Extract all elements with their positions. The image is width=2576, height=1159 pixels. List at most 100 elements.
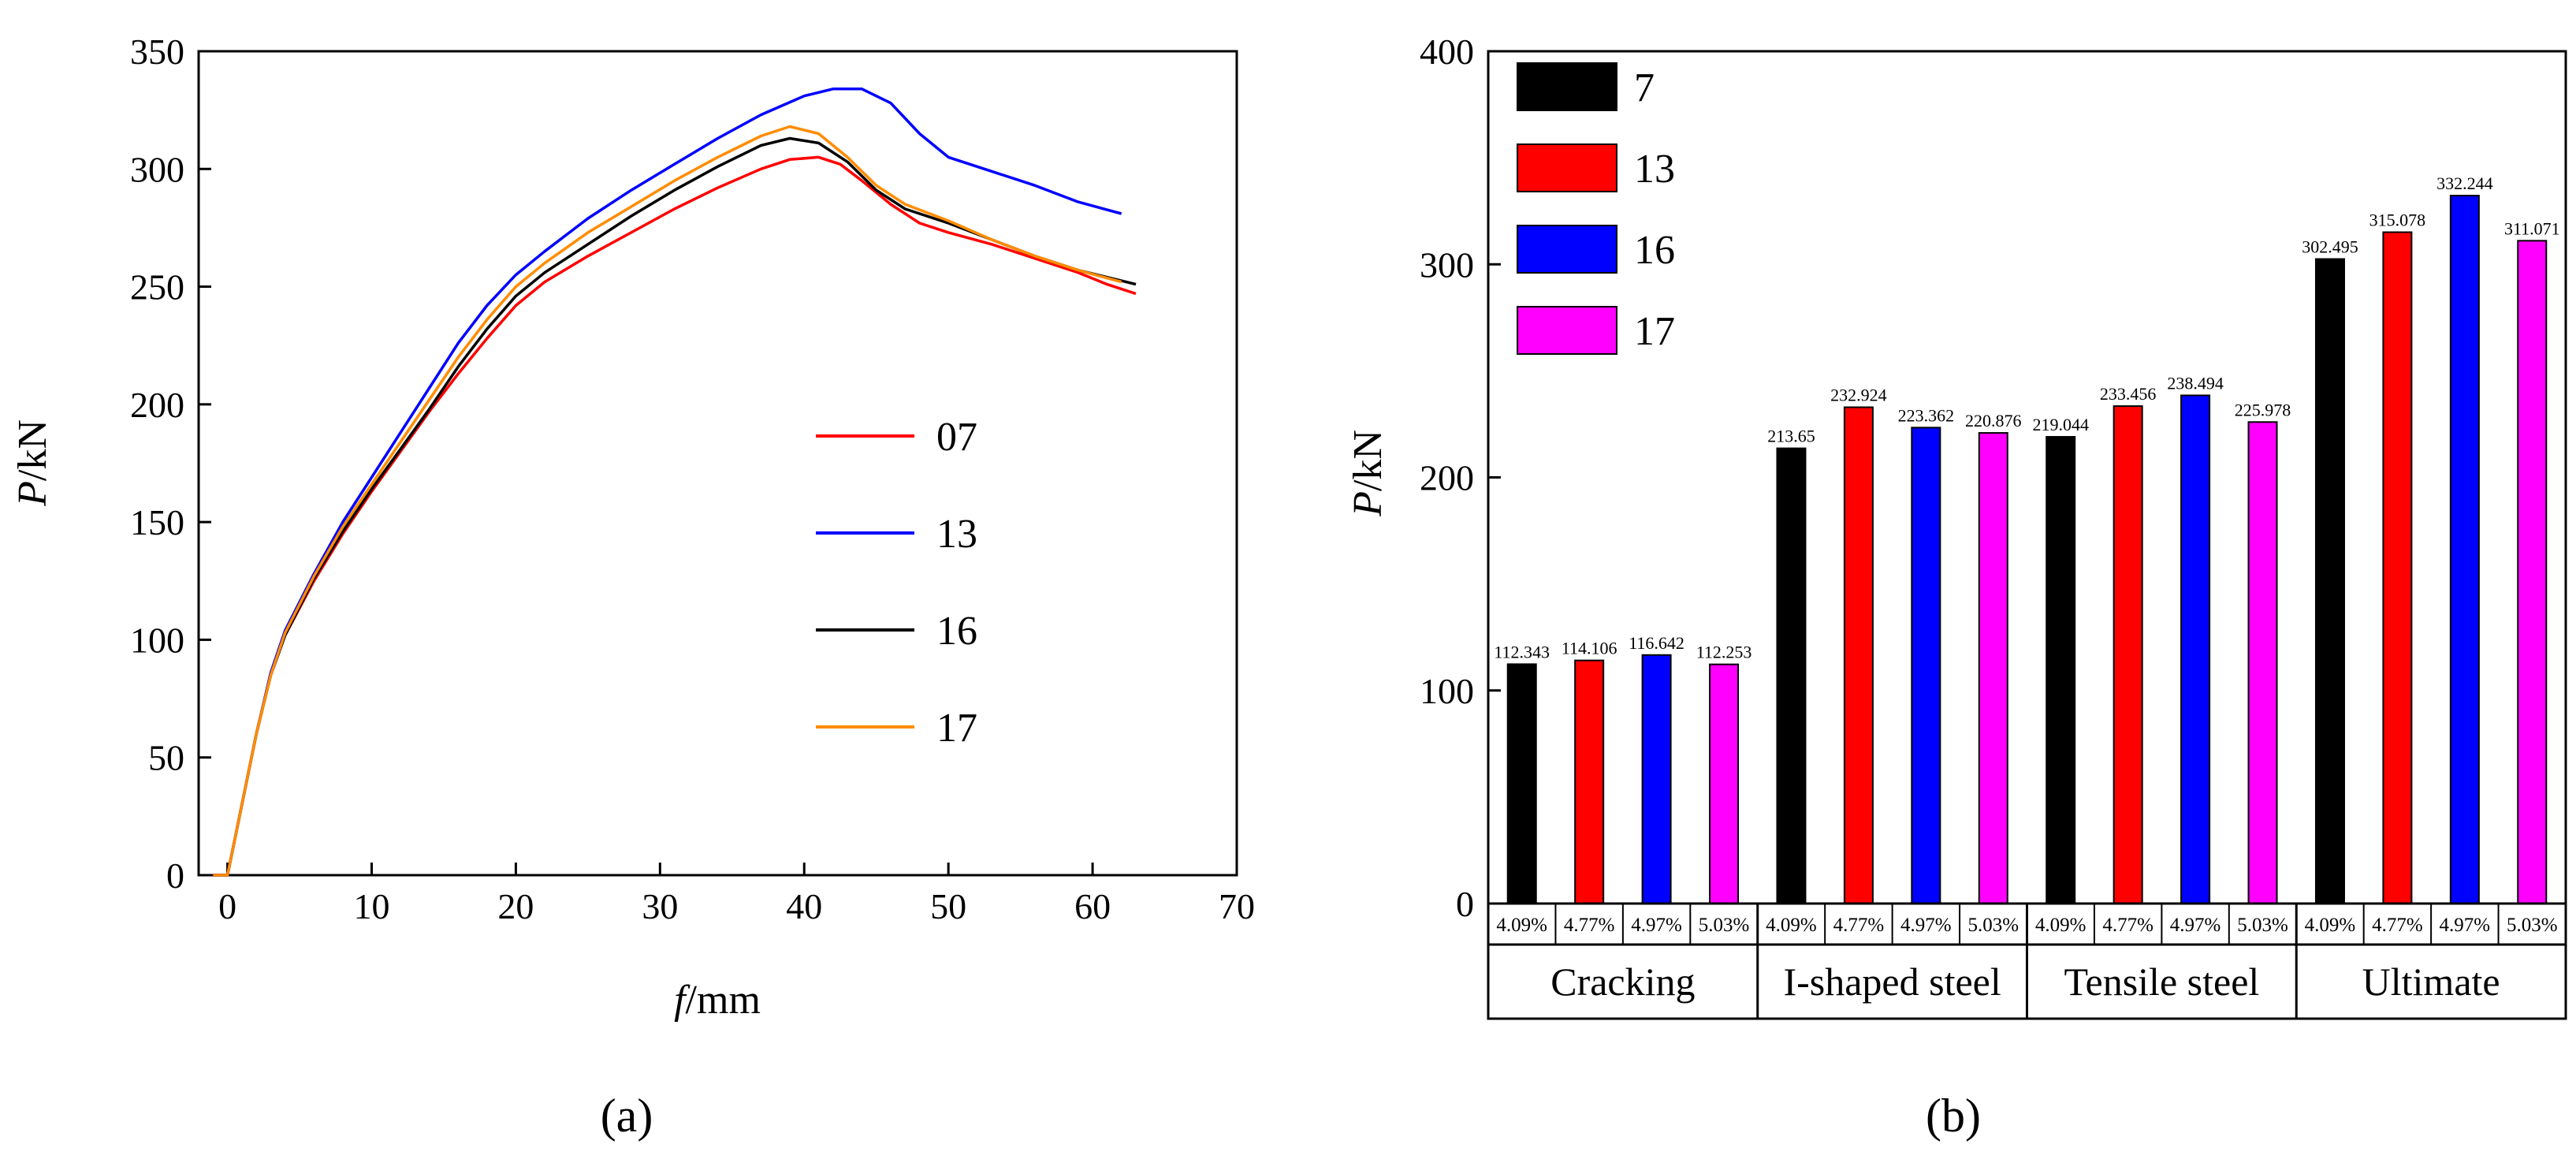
- x-tick-label: 20: [497, 886, 534, 926]
- x-tick-label: 70: [1219, 886, 1255, 926]
- y-tick-label: 100: [130, 620, 184, 660]
- bars-b: [1506, 195, 2548, 905]
- category-label: Ultimate: [2362, 960, 2500, 1004]
- y-tick-label: 0: [1456, 884, 1474, 924]
- legend-label-13: 13: [936, 512, 977, 557]
- legend-label-07: 07: [936, 415, 977, 460]
- sublabel-cell: 5.03%: [2507, 915, 2558, 936]
- bar-value-label: 225.978: [2235, 400, 2291, 419]
- axis-ticks-b: 0 100 200 300 400: [1420, 32, 1501, 924]
- legend-swatch-17: [1517, 306, 1617, 355]
- y-tick-label: 300: [1420, 244, 1474, 285]
- y-tick-label: 300: [130, 149, 184, 189]
- legend-label-13: 13: [1634, 147, 1675, 192]
- y-axis-label-a: P/kN: [10, 419, 55, 507]
- panel-label-a: (a): [601, 1090, 653, 1142]
- category-label: Cracking: [1550, 960, 1695, 1004]
- x-tick-label: 0: [218, 886, 236, 926]
- sublabel-cell: 4.97%: [1900, 915, 1952, 936]
- x-tick-label: 60: [1074, 886, 1111, 926]
- y-tick-label: 400: [1420, 32, 1474, 72]
- bar-value-label: 315.078: [2369, 211, 2426, 230]
- x-axis-label-a: f/mm: [674, 978, 761, 1023]
- legend-a: 07 13 16 17: [816, 415, 977, 751]
- bar-value-label: 233.456: [2100, 384, 2157, 404]
- sublabel-cell: 4.09%: [1496, 915, 1547, 936]
- category-label: Tensile steel: [2064, 960, 2259, 1004]
- sublabel-cell: 4.77%: [2102, 915, 2153, 936]
- bar-value-label: 112.343: [1494, 642, 1550, 661]
- x-tick-label: 30: [642, 886, 678, 926]
- bar-value-label: 223.362: [1898, 405, 1955, 425]
- x-tick-label: 10: [354, 886, 390, 926]
- sublabel-cell: 5.03%: [1699, 915, 1750, 936]
- bar-value-label: 332.244: [2436, 173, 2493, 193]
- bar-7-ultimate: [2314, 258, 2345, 904]
- bar-value-label: 213.65: [1767, 427, 1815, 446]
- bar-value-label: 302.495: [2302, 237, 2358, 257]
- bar-chart-b: 0 100 200 300 400 112.343 213.65 219.044 302.49…: [1346, 32, 2567, 1142]
- series-lines-a: [213, 88, 1137, 877]
- bar-value-label: 114.106: [1562, 639, 1617, 658]
- bar-value-label: 311.071: [2504, 218, 2560, 238]
- bar-16-ultimate: [2449, 195, 2480, 904]
- sublabel-cell: 4.77%: [1833, 915, 1885, 936]
- legend-label-17: 17: [1634, 309, 1675, 354]
- bar-value-label: 232.924: [1830, 386, 1887, 405]
- legend-swatch-13: [1517, 143, 1617, 192]
- y-tick-label: 100: [1420, 671, 1474, 711]
- bar-17-ultimate: [2517, 240, 2548, 904]
- y-tick-label: 250: [130, 267, 184, 307]
- legend-swatch-16: [1517, 225, 1617, 274]
- bar-17-i-shaped-steel: [1978, 432, 2008, 904]
- bar-16-cracking: [1641, 654, 1672, 905]
- y-axis-label-b: P/kN: [1346, 430, 1390, 517]
- bar-16-tensile-steel: [2180, 394, 2211, 904]
- bar-17-cracking: [1709, 663, 1740, 905]
- legend-label-7: 7: [1634, 65, 1655, 110]
- y-tick-label: 200: [130, 385, 184, 425]
- bar-value-label: 238.494: [2167, 373, 2224, 393]
- x-tick-label: 50: [930, 886, 966, 926]
- plot-frame-a: [197, 50, 1238, 877]
- axis-ticks-a: 0 10 20 30 40 50 60 70 0 50 100 150 200 250 300 350: [130, 32, 1255, 926]
- sublabel-cell: 4.77%: [1564, 915, 1615, 936]
- bar-13-ultimate: [2382, 231, 2413, 904]
- bar-value-label: 116.642: [1629, 633, 1684, 653]
- y-tick-label: 200: [1420, 458, 1474, 498]
- series-line-13: [213, 88, 1122, 877]
- bar-16-i-shaped-steel: [1911, 427, 1941, 904]
- bar-value-label: 220.876: [1965, 411, 2022, 430]
- y-tick-label: 0: [166, 855, 184, 896]
- category-label: I-shaped steel: [1783, 960, 2001, 1004]
- bar-13-i-shaped-steel: [1843, 406, 1874, 904]
- y-tick-label: 50: [148, 738, 184, 778]
- sublabel-cell: 4.97%: [2440, 915, 2491, 936]
- bar-7-i-shaped-steel: [1776, 447, 1807, 904]
- sublabel-cell: 5.03%: [1967, 915, 2019, 936]
- legend-label-17: 17: [936, 706, 977, 751]
- sublabel-cell: 4.09%: [2035, 915, 2086, 936]
- sublabel-cell: 4.09%: [2305, 915, 2356, 936]
- bar-value-label: 219.044: [2032, 415, 2089, 434]
- bar-13-tensile-steel: [2113, 405, 2143, 904]
- sublabel-cell: 5.03%: [2237, 915, 2288, 936]
- bar-value-label: 112.253: [1696, 643, 1752, 662]
- panel-label-b: (b): [1926, 1090, 1981, 1142]
- bar-7-cracking: [1506, 663, 1537, 905]
- category-table-b: 4.09% 4.77% 4.97% 5.03% Cracking 4.09% 4.77% 4.…: [1488, 902, 2566, 1019]
- sublabel-cell: 4.97%: [1631, 915, 1682, 936]
- bar-17-tensile-steel: [2247, 421, 2278, 904]
- legend-label-16: 16: [1634, 228, 1675, 273]
- legend-swatch-7: [1517, 62, 1617, 111]
- series-line-17: [213, 125, 1122, 877]
- data-labels-b: 112.343 213.65 219.044 302.495 114.106 232.92…: [1494, 173, 2559, 662]
- legend-label-16: 16: [936, 609, 977, 654]
- line-chart-a: 0 10 20 30 40 50 60 70 0 50 100 150 200 250 300 350 07 1…: [10, 32, 1255, 1142]
- legend-b: 7 13 16 17: [1517, 62, 1675, 355]
- bar-7-tensile-steel: [2046, 436, 2076, 904]
- sublabel-cell: 4.77%: [2372, 915, 2423, 936]
- sublabel-cell: 4.97%: [2170, 915, 2221, 936]
- y-tick-label: 350: [130, 32, 184, 72]
